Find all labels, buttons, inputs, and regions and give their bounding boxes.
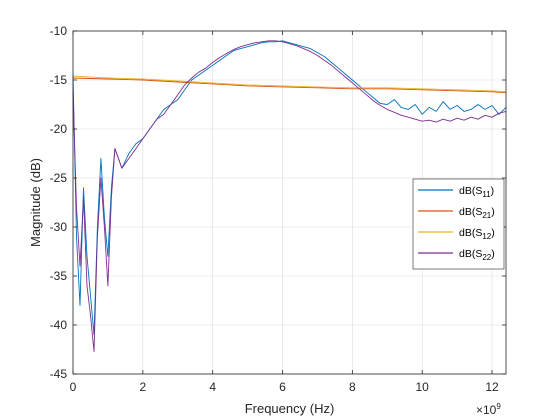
y-tick-label: -20 (50, 122, 68, 136)
y-tick-label: -45 (50, 367, 68, 381)
x-axis-label: Frequency (Hz) (245, 401, 335, 416)
x-tick-label: 0 (70, 380, 77, 394)
series-line-3 (72, 40, 507, 352)
x-tick-label: 10 (416, 380, 430, 394)
x-exponent-power: 9 (496, 402, 501, 411)
x-tick-label: 12 (485, 380, 499, 394)
x-tick-label: 8 (349, 380, 356, 394)
legend-label: dB(S22) (459, 248, 495, 262)
x-tick-label: 2 (139, 380, 146, 394)
y-tick-label: -15 (50, 73, 68, 87)
series-line-1 (72, 77, 507, 94)
plot-frame (72, 30, 507, 375)
y-tick-label: -25 (50, 171, 68, 185)
y-tick-label: -40 (50, 318, 68, 332)
x-exponent-base: ×10 (476, 403, 497, 417)
legend-box (412, 178, 505, 270)
series-line-2 (72, 75, 507, 93)
axis-ticks: 0 2 4 6 8 10 12 -45 -40 -35 -30 -25 -20 -15 -10 (50, 24, 506, 394)
x-tick-label: 4 (209, 380, 216, 394)
y-axis-label: Magnitude (dB) (28, 158, 43, 247)
legend-label: dB(S21) (459, 206, 495, 220)
x-tick-label: 6 (279, 380, 286, 394)
legend-label: dB(S11) (459, 185, 494, 199)
series-line-0 (72, 40, 507, 336)
legend-label: dB(S12) (459, 227, 495, 241)
y-tick-label: -10 (50, 24, 68, 38)
x-exponent-label: ×109 (476, 402, 501, 417)
series-group (72, 40, 507, 352)
y-tick-label: -30 (50, 220, 68, 234)
legend: dB(S11) dB(S21) dB(S12) dB(S22) (412, 178, 505, 270)
y-tick-label: -35 (50, 269, 68, 283)
